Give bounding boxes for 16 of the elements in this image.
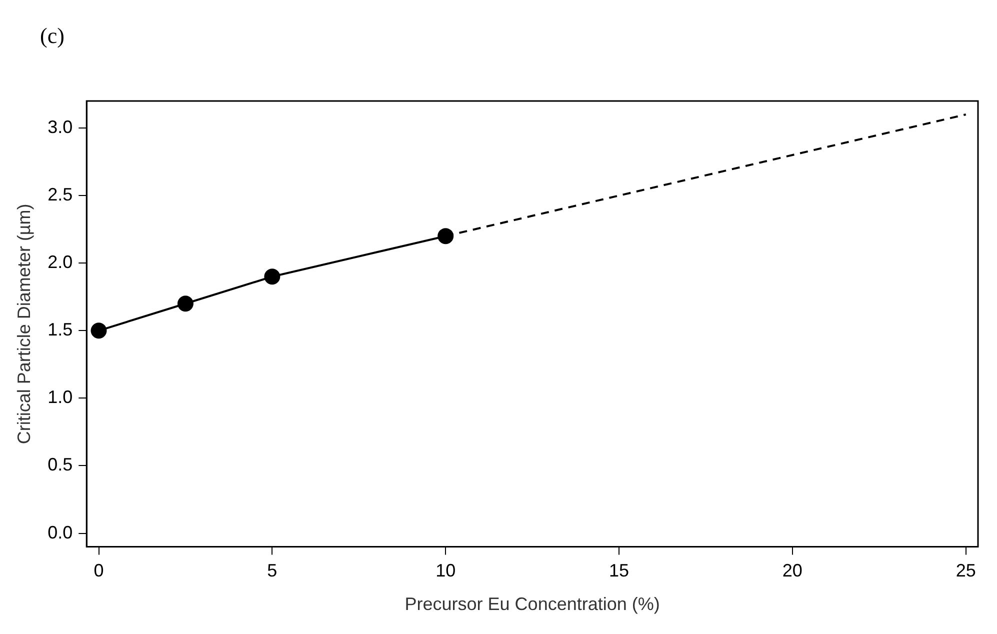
x-tick-label: 15	[609, 560, 630, 581]
y-tick-label: 2.0	[48, 252, 73, 272]
text: (c)	[40, 22, 64, 48]
y-tick-label: 0.5	[48, 454, 73, 475]
y-tick-label: 1.0	[48, 387, 73, 408]
y-tick-label: 2.5	[48, 184, 73, 205]
x-axis-title: Precursor Eu Concentration (%)	[404, 594, 660, 614]
y-tick-label: 3.0	[48, 116, 73, 137]
y-tick-label: 0.0	[48, 522, 73, 542]
x-tick-label: 5	[267, 560, 278, 581]
y-axis-title: Critical Particle Diameter (µm)	[14, 204, 34, 444]
x-tick-label: 25	[956, 560, 976, 581]
x-tick-label: 20	[782, 560, 802, 581]
x-tick-label: 10	[436, 560, 456, 581]
y-tick-label: 1.5	[48, 320, 73, 340]
x-tick-label: 0	[94, 560, 104, 581]
